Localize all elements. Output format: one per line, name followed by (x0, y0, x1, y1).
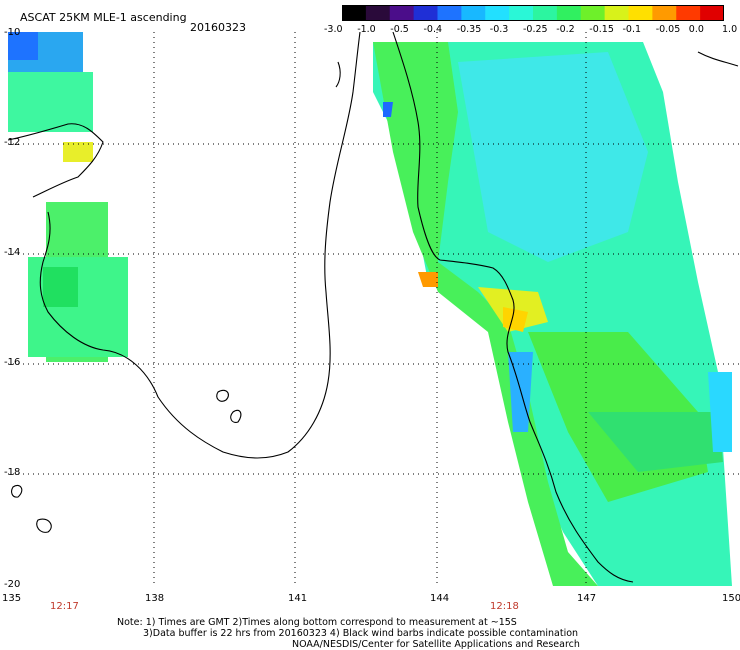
lon-label: 150 (722, 593, 740, 604)
time-label: 12:17 (50, 601, 79, 612)
colorbar-tick-label: -0.05 (655, 24, 681, 35)
colorbar-tick-label: 1.0 (722, 24, 738, 35)
product-date: 20160323 (190, 21, 246, 34)
colorbar-swatch (437, 5, 462, 21)
colorbar-swatch (676, 5, 701, 21)
colorbar-swatch (413, 5, 439, 21)
note-line: 3)Data buffer is 22 hrs from 20160323 4)… (143, 628, 579, 639)
colorbar-tick-label: -0.2 (556, 24, 575, 35)
grid-lines (8, 32, 740, 586)
colorbar-swatch (556, 5, 582, 21)
lat-label: -14 (4, 247, 21, 258)
colorbar-tick-label: -0.1 (622, 24, 642, 35)
time-label: 12:18 (490, 601, 519, 612)
colorbar-swatch (652, 5, 677, 21)
colorbar-swatch (342, 5, 367, 21)
note-line: Note: 1) Times are GMT 2)Times along bot… (117, 617, 517, 628)
satellite-swath-left (8, 32, 128, 362)
lon-label: 147 (577, 593, 597, 604)
colorbar (342, 5, 724, 21)
coastline (8, 32, 739, 583)
colorbar-swatch (700, 5, 724, 21)
colorbar-tick-label: -0.3 (489, 24, 509, 35)
lat-label: -18 (4, 467, 21, 478)
colorbar-swatch (485, 5, 510, 21)
colorbar-swatch (580, 5, 606, 21)
colorbar-swatch (604, 5, 630, 21)
lat-label: -10 (4, 27, 21, 38)
colorbar-labels: -3.0 -1.0 -0.5 -0.4 -0.35 -0.3 -0.25 -0.2 -0.15-… (0, 24, 740, 36)
colorbar-swatch (461, 5, 486, 21)
colorbar-swatch (628, 5, 653, 21)
colorbar-tick-label: 0.0 (688, 24, 704, 35)
lon-label: 144 (430, 593, 450, 604)
lat-label: -20 (4, 579, 21, 590)
lat-label: -12 (4, 137, 21, 148)
product-title: ASCAT 25KM MLE-1 ascending (20, 11, 187, 24)
satellite-swath-right (373, 42, 732, 586)
lon-label: 138 (145, 593, 165, 604)
colorbar-tick-label: -1.0 (357, 24, 376, 35)
colorbar-swatch (509, 5, 534, 21)
colorbar-swatch (365, 5, 391, 21)
colorbar-tick-label: -3.0 (324, 24, 343, 35)
lon-label: 135 (2, 593, 22, 604)
colorbar-tick-label: -0.4 (423, 24, 443, 35)
colorbar-swatch (389, 5, 415, 21)
colorbar-swatch (533, 5, 558, 21)
colorbar-tick-label: -0.35 (456, 24, 482, 35)
colorbar-border (342, 5, 724, 21)
lat-label: -16 (4, 357, 21, 368)
colorbar-tick-label: -0.5 (390, 24, 409, 35)
colorbar-tick-label: -0.15 (589, 24, 614, 35)
colorbar-tick-label: -0.25 (523, 24, 548, 35)
lon-label: 141 (288, 593, 308, 604)
note-line: NOAA/NESDIS/Center for Satellite Applica… (292, 639, 580, 650)
map-canvas (8, 32, 740, 586)
